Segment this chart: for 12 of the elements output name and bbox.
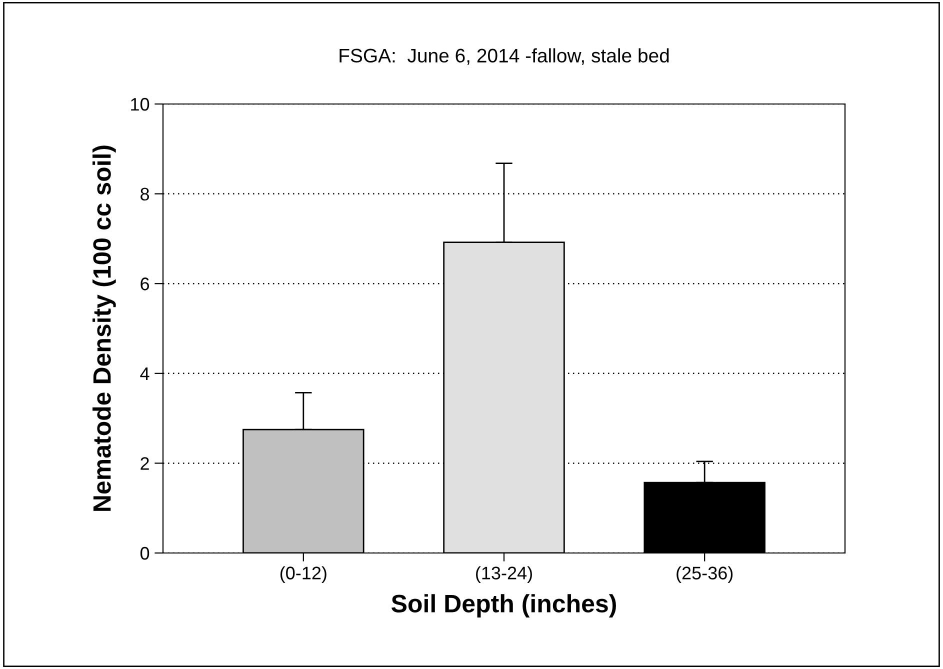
y-tick-label: 4 — [140, 368, 150, 380]
y-tick-label: 2 — [140, 457, 149, 470]
x-axis-title: Soil Depth (inches) — [392, 594, 616, 618]
y-tick-label: 10 — [131, 98, 150, 111]
y-axis-title: Nematode Density (100 cc soil) — [92, 146, 116, 511]
y-tick-label: 0 — [140, 546, 150, 560]
y-tick-label: 6 — [140, 278, 150, 290]
chart-title: FSGA: June 6, 2014 -fallow, stale bed — [340, 48, 669, 65]
x-tick-label: (0-12) — [280, 566, 326, 584]
x-tick-label: (25-36) — [676, 566, 733, 584]
y-tick-label: 8 — [140, 188, 150, 201]
x-tick-label: (13-24) — [476, 566, 532, 584]
